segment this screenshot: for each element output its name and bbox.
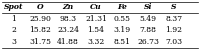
Text: S: S (171, 3, 177, 11)
Text: 31.75: 31.75 (29, 38, 51, 46)
Text: 2: 2 (12, 26, 16, 34)
Text: 8.37: 8.37 (165, 15, 183, 23)
Text: 3.19: 3.19 (113, 26, 131, 34)
Text: O: O (37, 3, 43, 11)
Text: Fe: Fe (117, 3, 127, 11)
Text: 7.88: 7.88 (140, 26, 156, 34)
Text: 1: 1 (12, 15, 16, 23)
Text: 3.32: 3.32 (87, 38, 105, 46)
Text: Si: Si (144, 3, 152, 11)
Text: 98.3: 98.3 (59, 15, 77, 23)
Text: 5.49: 5.49 (140, 15, 156, 23)
Text: 8.51: 8.51 (114, 38, 130, 46)
Text: 21.31: 21.31 (85, 15, 107, 23)
Text: 1.54: 1.54 (88, 26, 105, 34)
Text: 23.24: 23.24 (57, 26, 79, 34)
Text: 41.88: 41.88 (57, 38, 79, 46)
Text: 3: 3 (11, 38, 16, 46)
Text: 7.03: 7.03 (165, 38, 183, 46)
Text: 0.55: 0.55 (114, 15, 130, 23)
Text: 26.73: 26.73 (137, 38, 159, 46)
Text: 15.82: 15.82 (29, 26, 51, 34)
Text: 1.92: 1.92 (166, 26, 183, 34)
Text: Cu: Cu (90, 3, 102, 11)
Text: Zn: Zn (62, 3, 74, 11)
Text: Spot: Spot (4, 3, 24, 11)
Text: 25.90: 25.90 (29, 15, 51, 23)
